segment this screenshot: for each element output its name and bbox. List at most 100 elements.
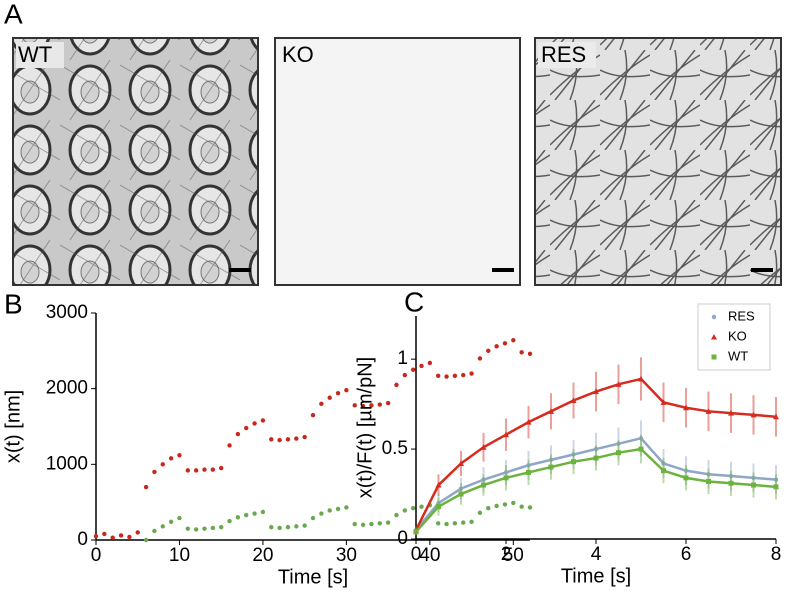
- point: [469, 519, 474, 525]
- x-tick-label: 20: [252, 545, 273, 566]
- point: [294, 524, 299, 529]
- point: [102, 531, 107, 537]
- point: [227, 518, 232, 524]
- point: [118, 533, 124, 538]
- point: [177, 453, 182, 458]
- marker: [480, 444, 487, 450]
- marker: [773, 413, 779, 420]
- marker: [548, 464, 554, 470]
- marker: [751, 482, 756, 488]
- legend-label: KO: [728, 328, 747, 343]
- point: [385, 520, 391, 525]
- marker: [413, 529, 419, 535]
- y-axis-label: x(t)/F(t) [µm/pN]: [354, 357, 376, 499]
- x-tick-label: 10: [169, 545, 190, 566]
- marker: [616, 450, 621, 456]
- point: [152, 528, 157, 534]
- point: [444, 374, 449, 379]
- point: [394, 382, 399, 388]
- point: [410, 506, 416, 511]
- point: [419, 363, 424, 369]
- point: [360, 522, 366, 528]
- y-tick-label: 0: [77, 529, 88, 550]
- point: [252, 511, 257, 516]
- point: [285, 437, 291, 442]
- point: [277, 437, 282, 443]
- point: [302, 434, 307, 440]
- panel-label: C: [404, 286, 424, 317]
- x-tick-label: 2: [501, 544, 512, 565]
- point: [252, 421, 257, 426]
- point: [319, 401, 324, 406]
- marker: [435, 482, 442, 488]
- image-label: KO: [282, 42, 314, 67]
- point: [369, 403, 374, 408]
- point: [419, 504, 424, 509]
- x-tick-label: 50: [503, 545, 524, 566]
- y-tick-label: 0: [397, 528, 408, 549]
- point: [427, 360, 433, 366]
- marker: [458, 491, 464, 497]
- marker: [751, 475, 756, 481]
- point: [377, 521, 382, 526]
- x-tick-label: 8: [771, 544, 782, 565]
- point: [519, 504, 524, 509]
- point: [377, 402, 382, 407]
- marker: [638, 436, 644, 441]
- point: [244, 425, 249, 431]
- point: [202, 526, 207, 531]
- point: [152, 469, 157, 475]
- x-tick-label: 0: [411, 544, 422, 565]
- point: [310, 412, 316, 418]
- point: [352, 521, 357, 527]
- image-label: WT: [18, 42, 52, 67]
- point: [193, 468, 199, 473]
- marker: [711, 354, 717, 360]
- marker: [593, 446, 599, 452]
- point: [494, 503, 499, 509]
- marker: [616, 441, 621, 446]
- point: [269, 437, 274, 442]
- marker: [481, 482, 486, 488]
- point: [477, 356, 483, 361]
- y-axis-label: x(t) [nm]: [2, 390, 24, 463]
- point: [452, 373, 458, 379]
- point: [435, 373, 441, 379]
- point: [477, 510, 483, 515]
- point: [218, 465, 224, 471]
- point: [511, 338, 516, 343]
- marker: [683, 468, 689, 473]
- point: [385, 400, 391, 406]
- marker: [728, 480, 734, 486]
- point: [327, 395, 332, 400]
- marker: [570, 397, 577, 404]
- y-tick-label: 2000: [46, 378, 88, 399]
- point: [335, 506, 341, 512]
- point: [294, 436, 299, 441]
- point: [394, 512, 399, 518]
- marker: [593, 388, 599, 395]
- point: [461, 372, 466, 378]
- marker: [526, 469, 531, 475]
- marker: [481, 477, 486, 482]
- marker: [711, 334, 717, 340]
- point: [260, 509, 266, 515]
- marker: [548, 408, 554, 414]
- image-res: RES: [534, 37, 782, 286]
- marker: [503, 470, 509, 475]
- point: [260, 418, 266, 423]
- marker: [638, 375, 644, 382]
- y-tick-label: 0.5: [382, 438, 408, 459]
- point: [135, 530, 140, 535]
- point: [344, 387, 349, 393]
- point: [202, 467, 207, 472]
- marker: [593, 455, 599, 461]
- point: [193, 527, 199, 532]
- point: [160, 524, 165, 529]
- point: [344, 505, 349, 510]
- marker: [571, 452, 576, 457]
- point: [185, 468, 191, 473]
- point: [244, 512, 249, 518]
- point: [486, 506, 491, 511]
